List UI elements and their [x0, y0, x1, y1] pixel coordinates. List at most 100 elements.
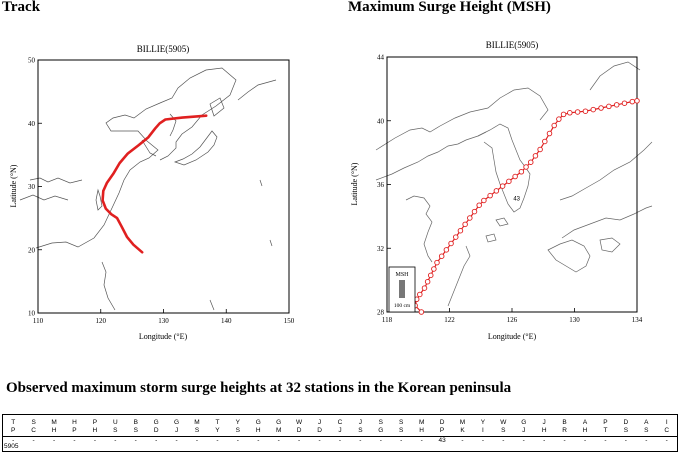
station-code: J S	[358, 419, 363, 434]
msh-track-point	[481, 197, 487, 204]
station-code: J H	[541, 419, 547, 434]
msh-track-point	[467, 215, 473, 221]
track-heading: Track	[2, 0, 41, 15]
msh-ytick-label: 32	[377, 245, 385, 253]
msh-track-point	[528, 159, 534, 165]
msh-series	[412, 98, 640, 315]
msh-track-point	[582, 108, 589, 114]
msh-xtick-label: 126	[507, 316, 518, 324]
station-value: -	[125, 436, 146, 445]
station-value: -	[452, 436, 473, 445]
station-value: -	[166, 436, 187, 445]
track-coastlines	[19, 67, 277, 311]
msh-track-point	[606, 103, 612, 110]
station-value-row: - - - - - - - - - - - - - - - - - - - - -43- - - - - - - - - - -	[3, 436, 677, 445]
msh-track-point	[431, 266, 437, 272]
msh-track-point	[457, 227, 464, 234]
msh-ytick-label: 44	[377, 54, 385, 62]
station-value: -	[533, 436, 555, 445]
msh-track-point	[560, 111, 567, 118]
track-track-line	[101, 114, 208, 254]
track-xtick-label: 130	[158, 317, 169, 325]
station-value: -	[105, 436, 126, 445]
track-ytick-label: 10	[28, 310, 36, 318]
station-code: T P	[11, 419, 16, 434]
station-code: J D	[317, 419, 322, 434]
track-ytick-label: 30	[28, 183, 36, 191]
msh-track-point	[598, 105, 604, 111]
station-code: G J	[174, 419, 180, 434]
msh-legend-title: MSH	[395, 272, 409, 278]
msh-chart: BILLIE(5905) 118 122 126 130 134 28 32 36 40 44 4…	[350, 40, 653, 341]
track-axes: 110 120 130 140 150 10 20 30 40 50	[28, 57, 295, 326]
station-code: P T	[603, 419, 608, 434]
track-ytick-label: 20	[28, 246, 36, 254]
msh-track-point	[462, 221, 468, 228]
station-code: M K	[459, 419, 466, 434]
msh-track-point	[428, 272, 434, 279]
track-series	[101, 114, 208, 254]
station-value: -	[656, 436, 677, 445]
msh-track-point	[567, 110, 573, 116]
msh-track-point	[512, 173, 518, 180]
msh-plot-frame	[386, 56, 638, 313]
charts-canvas: BILLIE(5905) 110 120 130 140 150 10 20 30 40 50 L…	[9, 40, 653, 341]
msh-track-point	[499, 183, 506, 189]
msh-track-line	[414, 100, 638, 313]
msh-track-point	[532, 153, 539, 159]
track-xtick-label: 110	[33, 317, 44, 325]
track-chart-title: BILLIE(5905)	[137, 44, 189, 54]
msh-track-point	[551, 122, 557, 129]
station-value: -	[636, 436, 657, 445]
station-code: T Y	[215, 419, 220, 434]
station-code: G J	[521, 419, 527, 434]
station-value: -	[207, 436, 228, 445]
station-code: A H	[582, 419, 588, 434]
station-value: -	[145, 436, 167, 445]
msh-track-point	[443, 247, 450, 253]
msh-track-point	[487, 192, 493, 199]
station-code: P H	[92, 419, 98, 434]
msh-track-point	[574, 109, 581, 115]
station-value: -	[391, 436, 412, 445]
msh-track-point	[590, 106, 597, 113]
station-value: -	[370, 436, 392, 445]
station-code: W S	[500, 419, 507, 434]
msh-annotation-43: 43	[513, 196, 520, 202]
station-code: I C	[664, 419, 670, 434]
stations-caption: Observed maximum storm surge heights at …	[6, 380, 512, 396]
msh-xtick-label: 118	[382, 316, 393, 324]
msh-axes: 118 122 126 130 134 28 32 36 40 44	[377, 54, 643, 325]
station-code: C J	[337, 419, 343, 434]
station-value: -	[350, 436, 371, 445]
msh-track-point	[418, 309, 425, 315]
msh-track-point	[471, 208, 478, 215]
msh-track-point	[438, 253, 445, 259]
station-code: M H	[418, 419, 425, 434]
msh-xlabel: Longitude (°E)	[488, 332, 537, 341]
station-value: -	[248, 436, 269, 445]
track-xtick-label: 120	[96, 317, 107, 325]
track-ytick-label: 50	[28, 57, 36, 65]
msh-track-point	[542, 138, 548, 145]
station-code: Y S	[235, 419, 241, 434]
station-code: B R	[562, 419, 567, 434]
msh-legend-scale-bar	[399, 280, 405, 298]
msh-track-point	[546, 130, 553, 137]
msh-xtick-label: 134	[632, 316, 643, 324]
msh-legend: MSH 100 cm	[388, 266, 416, 313]
msh-ytick-label: 28	[377, 309, 385, 317]
station-value: -	[513, 436, 534, 445]
msh-track-point	[613, 102, 620, 108]
track-chart: BILLIE(5905) 110 120 130 140 150 10 20 30 40 50 L…	[9, 44, 295, 341]
station-value: -	[493, 436, 514, 445]
msh-chart-title: BILLIE(5905)	[486, 40, 538, 50]
station-code: S G	[378, 419, 384, 434]
station-code: H P	[72, 419, 77, 434]
msh-track-point	[629, 98, 636, 105]
station-code: S C	[31, 419, 36, 434]
msh-track-point	[621, 100, 628, 106]
station-value: -	[3, 436, 24, 445]
station-value: -	[329, 436, 351, 445]
